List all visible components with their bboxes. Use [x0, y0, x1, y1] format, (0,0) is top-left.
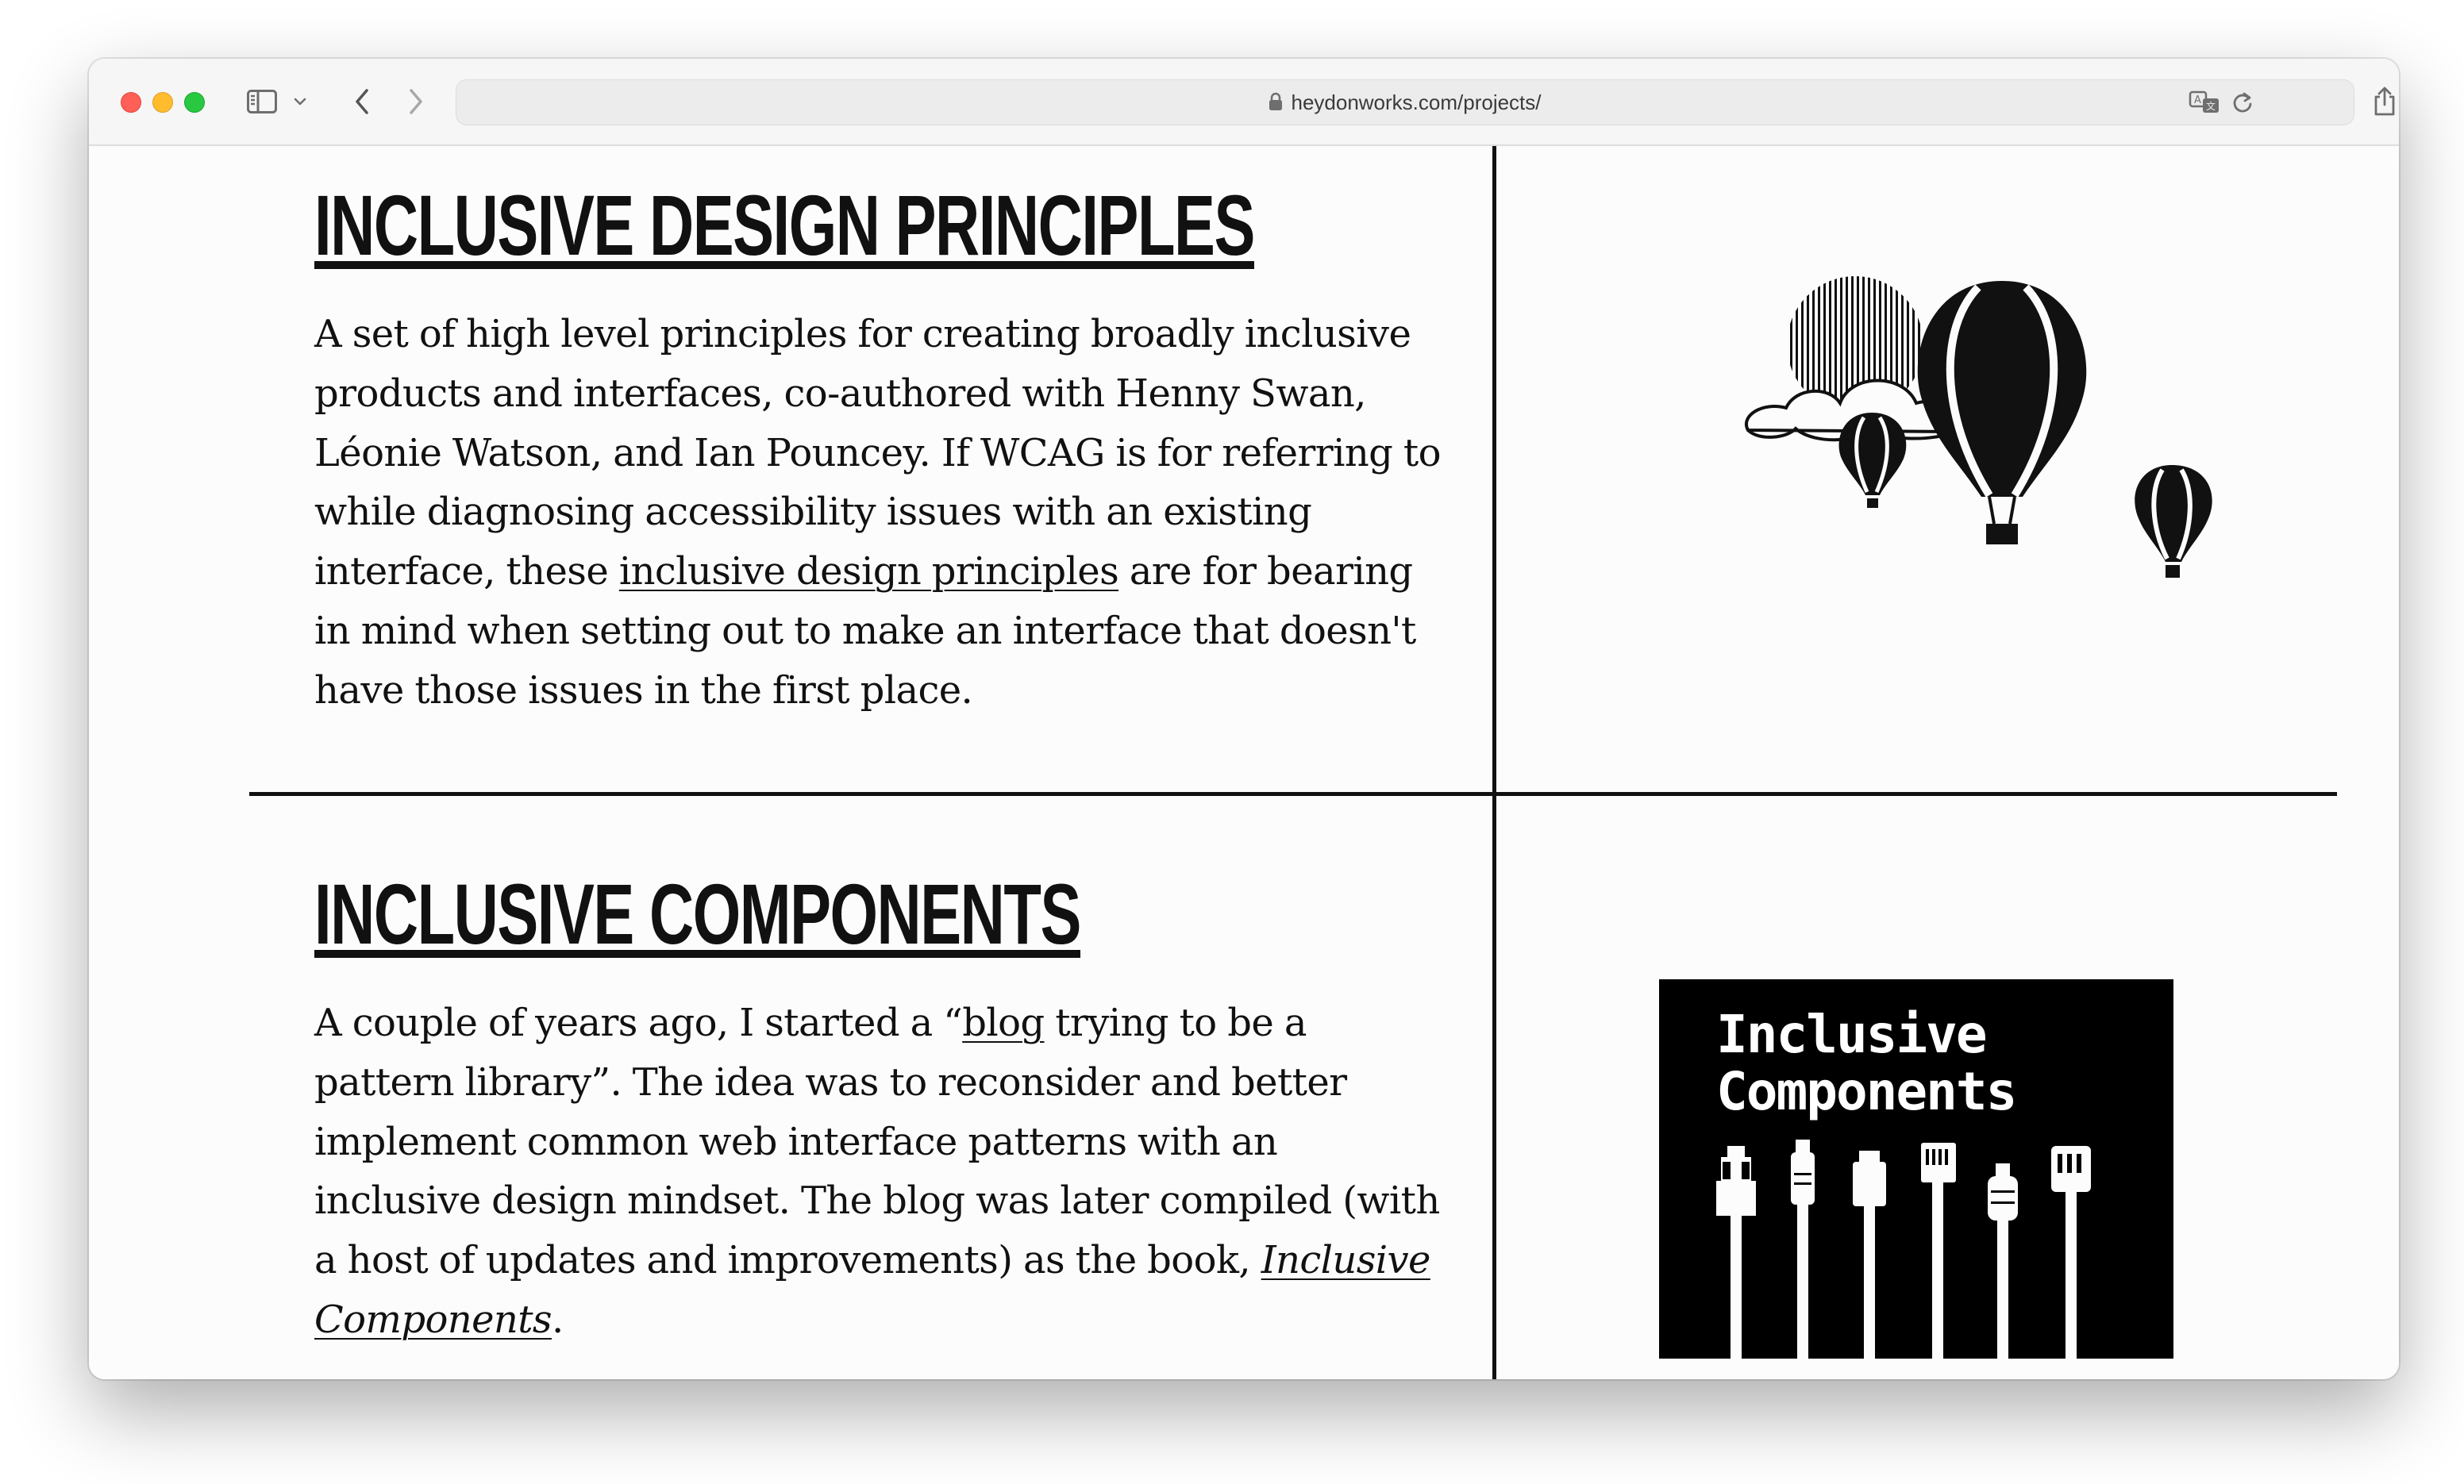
blog-link[interactable]: blog — [962, 1001, 1045, 1045]
hot-air-balloons-illustration — [1740, 233, 2264, 662]
svg-text:文: 文 — [2206, 100, 2216, 112]
project-inclusive-components: Inclusive Components A couple of years a… — [314, 868, 1442, 1350]
lock-icon — [1269, 82, 1283, 126]
inclusive-design-principles-link[interactable]: inclusive design principles — [618, 549, 1119, 594]
project-title: Inclusive Components — [314, 868, 1126, 960]
url-text: heydonworks.com/projects/ — [1291, 90, 1542, 114]
vertical-divider — [1492, 146, 1496, 1379]
sidebar-icon[interactable] — [244, 83, 279, 121]
page-content: Inclusive Design Principles A set of hig… — [89, 146, 2399, 1379]
zoom-window-button[interactable] — [184, 92, 205, 113]
project-title: Inclusive Design Principles — [314, 179, 1255, 271]
close-window-button[interactable] — [121, 92, 141, 113]
forward-icon[interactable] — [400, 83, 432, 121]
inclusive-components-book-cover: Inclusive Components — [1659, 979, 2173, 1359]
horizontal-divider — [249, 792, 2337, 796]
project-description: A set of high level principles for creat… — [314, 312, 1442, 713]
minimize-window-button[interactable] — [152, 92, 173, 113]
project-inclusive-design-principles: Inclusive Design Principles A set of hig… — [314, 179, 1442, 721]
chevron-down-icon[interactable] — [291, 83, 310, 121]
book-cover-title: Inclusive Components — [1716, 1004, 2017, 1122]
svg-text:A: A — [2194, 94, 2201, 106]
inclusive-components-book-link[interactable]: Inclusive Components — [314, 1238, 1430, 1342]
reload-icon[interactable] — [2227, 83, 2258, 121]
share-icon[interactable] — [2369, 83, 2399, 121]
browser-window: heydonworks.com/projects/ A文 Inclusive D… — [89, 59, 2399, 1379]
back-icon[interactable] — [346, 83, 378, 121]
project-description: A couple of years ago, I started a “blog… — [314, 1001, 1440, 1342]
cable-connectors-icon — [1716, 1140, 2091, 1359]
project-title-link[interactable]: Inclusive Components — [314, 866, 1081, 962]
project-title-link[interactable]: Inclusive Design Principles — [314, 177, 1255, 273]
